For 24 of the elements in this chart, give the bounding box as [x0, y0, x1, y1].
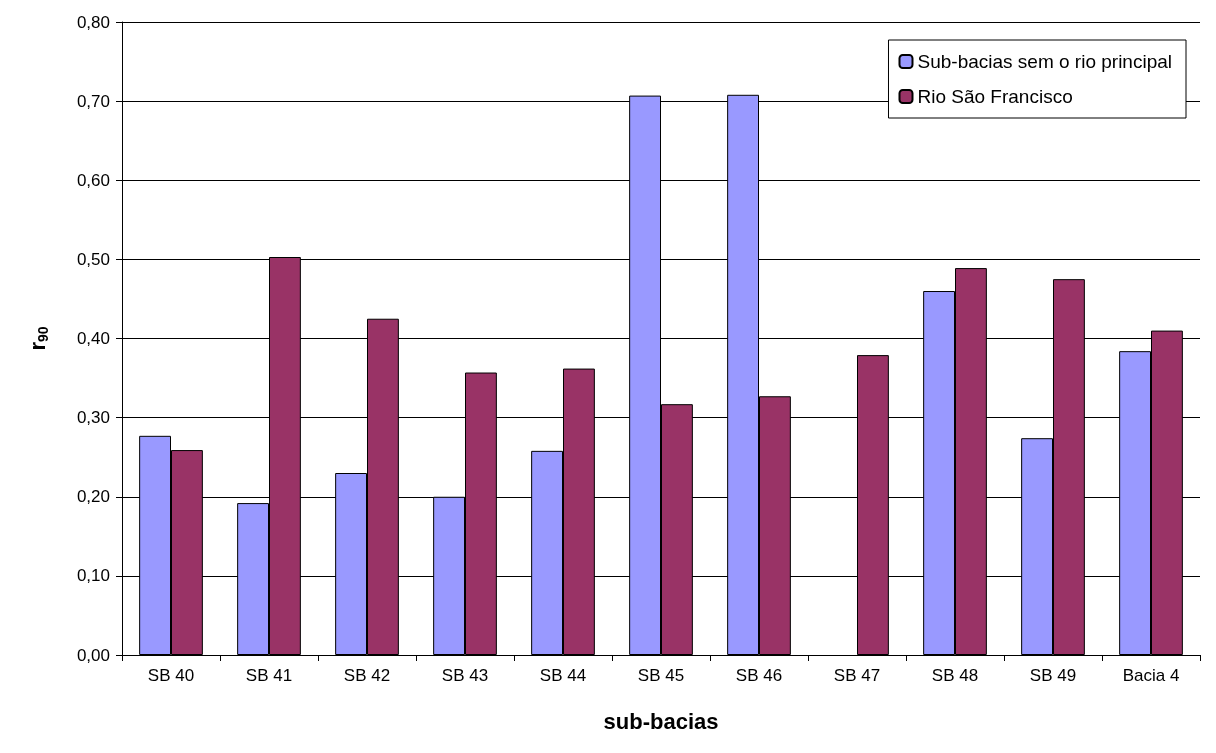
y-tick-label: 0,50 [76, 249, 110, 269]
legend-label: Rio São Francisco [917, 86, 1073, 107]
y-tick-label: 0,00 [76, 645, 110, 665]
y-tick-label: 0,80 [76, 12, 110, 32]
x-tick-label: SB 40 [147, 666, 195, 685]
x-tick-label: SB 43 [441, 666, 489, 685]
y-tick-label: 0,40 [76, 329, 110, 348]
x-axis-title: sub-bacias [603, 708, 719, 734]
x-tick-label: SB 48 [931, 666, 979, 685]
x-tick-label: SB 41 [245, 666, 293, 685]
y-tick-label: 0,60 [76, 170, 110, 190]
y-tick-label: 0,20 [76, 487, 110, 507]
y-tick-label: 0,70 [76, 91, 110, 111]
y-tick-label: 0,30 [76, 408, 110, 428]
x-tick-label: SB 45 [637, 666, 685, 685]
x-tick-label: SB 49 [1029, 666, 1077, 685]
x-tick-label: SB 44 [539, 666, 587, 685]
x-tick-label: SB 42 [343, 666, 391, 685]
y-tick-label: 0,10 [76, 566, 110, 586]
legend-label: Sub-bacias sem o rio principal [917, 51, 1173, 72]
x-tick-label: SB 47 [833, 666, 881, 685]
x-tick-label: Bacia 4 [1122, 666, 1180, 685]
y-axis-title: r90 [24, 326, 51, 351]
x-tick-label: SB 46 [735, 666, 783, 685]
